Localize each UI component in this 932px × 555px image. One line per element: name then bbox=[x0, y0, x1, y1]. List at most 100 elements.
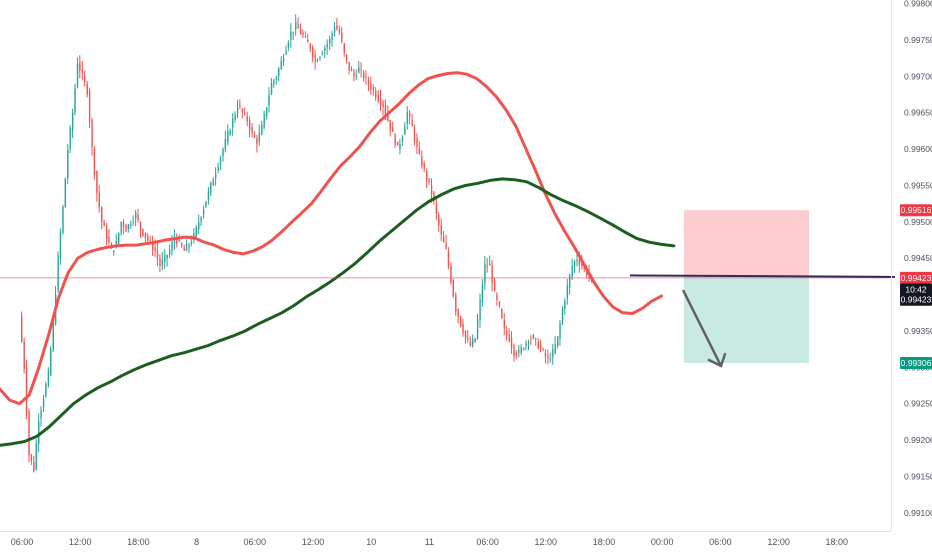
candle-body bbox=[496, 294, 498, 300]
candle bbox=[159, 253, 161, 273]
candle-body bbox=[202, 209, 205, 215]
time-tick-label: 06:00 bbox=[476, 537, 499, 547]
candle bbox=[506, 326, 508, 341]
candle-body bbox=[312, 47, 314, 58]
candle bbox=[229, 128, 231, 136]
candle bbox=[469, 336, 472, 347]
candle-body bbox=[377, 94, 379, 102]
time-tick-label: 12:00 bbox=[302, 537, 325, 547]
candle-body bbox=[316, 61, 319, 63]
candle bbox=[426, 168, 428, 189]
candle bbox=[547, 349, 549, 365]
candle bbox=[227, 124, 229, 146]
candle-body bbox=[450, 265, 452, 283]
candle-body bbox=[457, 309, 459, 318]
drawings[interactable] bbox=[0, 274, 896, 368]
candle-body bbox=[270, 82, 273, 95]
candle-body bbox=[329, 38, 331, 44]
candle bbox=[336, 17, 338, 31]
candle bbox=[299, 23, 302, 35]
stop-loss-zone[interactable] bbox=[684, 210, 809, 278]
candle bbox=[215, 167, 217, 186]
candle bbox=[93, 145, 96, 180]
position-tool[interactable] bbox=[684, 210, 809, 363]
candle bbox=[345, 53, 348, 64]
slow-moving-average-line bbox=[0, 177, 676, 447]
candle-body bbox=[79, 61, 81, 71]
candle-body bbox=[103, 221, 105, 227]
candle-body bbox=[76, 63, 79, 88]
candle-body bbox=[253, 134, 256, 138]
candle bbox=[331, 30, 333, 47]
candle-body bbox=[144, 232, 147, 238]
candle bbox=[239, 99, 241, 110]
candle-body bbox=[125, 225, 127, 232]
time-tick-label: 12:00 bbox=[69, 537, 92, 547]
candle-body bbox=[304, 36, 307, 38]
candle bbox=[74, 83, 76, 116]
candle bbox=[251, 122, 253, 138]
candle-body bbox=[348, 61, 350, 71]
candle-body bbox=[188, 244, 190, 248]
candle-body bbox=[409, 112, 411, 117]
price-tick-label: 0.99200 bbox=[904, 435, 932, 445]
arrow-drawing[interactable] bbox=[681, 289, 723, 367]
candle bbox=[377, 90, 379, 104]
candle-body bbox=[161, 259, 164, 266]
candle bbox=[559, 320, 561, 346]
price-tag-bg bbox=[900, 293, 932, 306]
candle bbox=[472, 334, 474, 348]
take-profit-zone[interactable] bbox=[684, 277, 809, 363]
candle bbox=[523, 347, 525, 351]
candle bbox=[52, 318, 54, 353]
candle-body bbox=[525, 342, 527, 346]
candle bbox=[120, 221, 122, 236]
candle bbox=[156, 242, 159, 267]
price-tag: 0.99516 bbox=[900, 204, 932, 217]
candle-body bbox=[460, 316, 462, 327]
candle-body bbox=[569, 275, 571, 288]
candle bbox=[212, 176, 215, 186]
candle-body bbox=[282, 58, 285, 62]
candle-body bbox=[215, 173, 217, 179]
candle-body bbox=[484, 263, 486, 284]
candle bbox=[236, 99, 239, 119]
candle-body bbox=[195, 226, 197, 237]
candle-body bbox=[503, 320, 506, 329]
candle bbox=[464, 330, 467, 344]
candle-body bbox=[566, 285, 569, 299]
candle bbox=[130, 220, 132, 230]
candle bbox=[467, 329, 469, 343]
candle-body bbox=[515, 352, 518, 356]
candle bbox=[62, 205, 64, 235]
candle bbox=[372, 84, 375, 96]
candle-body bbox=[268, 95, 270, 106]
time-tick-label: 00:00 bbox=[651, 537, 674, 547]
candle bbox=[409, 110, 411, 125]
candle bbox=[539, 339, 542, 353]
candle-body bbox=[67, 149, 69, 179]
candle bbox=[450, 262, 452, 285]
candle bbox=[207, 187, 210, 205]
candle bbox=[268, 87, 270, 113]
candle bbox=[202, 205, 205, 220]
candle bbox=[151, 235, 154, 256]
candle bbox=[285, 45, 287, 56]
moving-averages bbox=[0, 71, 676, 447]
candle-body bbox=[358, 67, 360, 73]
candle-body bbox=[69, 127, 71, 150]
candle-body bbox=[118, 232, 120, 244]
horizontal-line-drawing[interactable] bbox=[629, 274, 896, 278]
candle bbox=[557, 336, 559, 349]
candle-body bbox=[557, 336, 559, 346]
candle bbox=[86, 80, 88, 98]
candle bbox=[423, 160, 425, 173]
candle-body bbox=[430, 185, 433, 195]
candle bbox=[304, 31, 307, 38]
candle-body bbox=[426, 170, 428, 181]
candle-body bbox=[547, 356, 549, 359]
candle bbox=[428, 178, 430, 185]
candle bbox=[258, 124, 261, 146]
